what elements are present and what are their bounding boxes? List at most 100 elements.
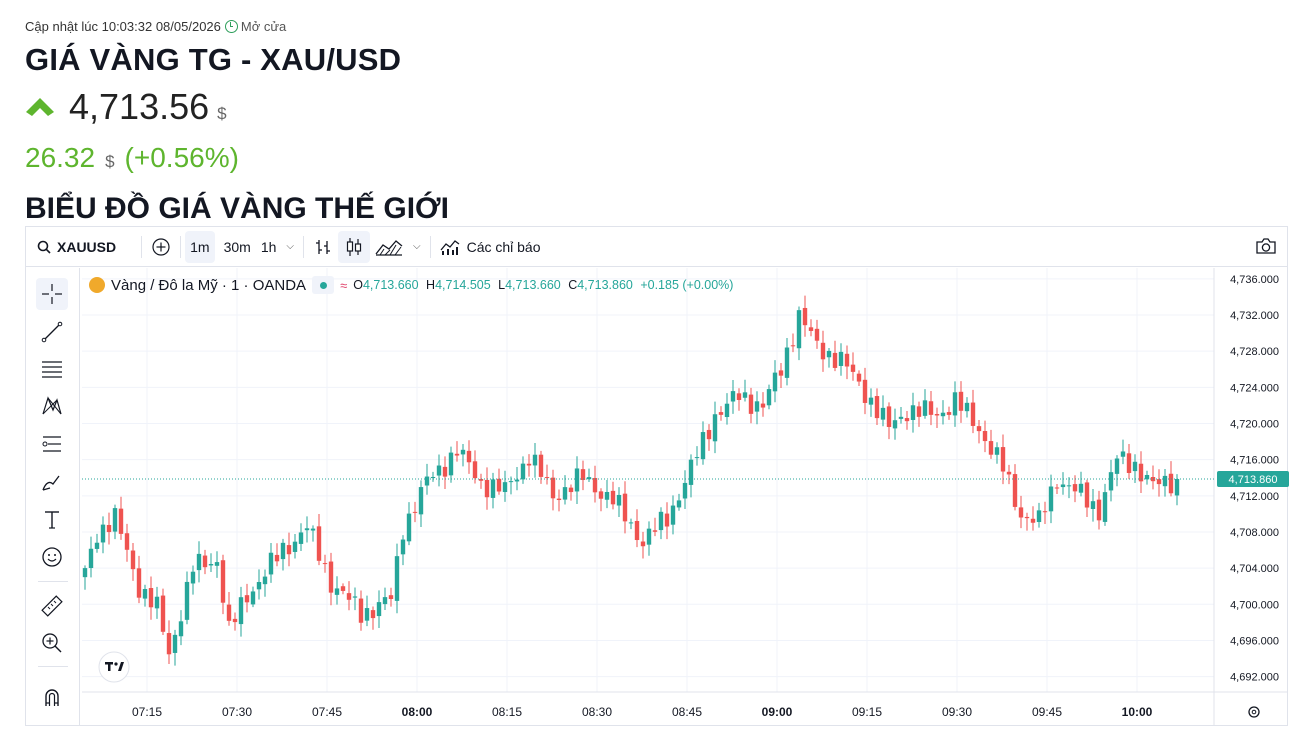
compare-button[interactable] <box>146 231 176 263</box>
candle-body <box>862 379 868 403</box>
candle-body <box>910 405 916 420</box>
current-price-tag <box>1217 471 1289 488</box>
candle-body <box>706 429 712 440</box>
area-type-button[interactable] <box>370 231 408 263</box>
candle-body <box>580 469 586 481</box>
high-label: H <box>426 278 436 292</box>
candle-body <box>946 412 952 415</box>
candle-body <box>556 498 562 501</box>
candle-body <box>214 562 220 566</box>
candle-body <box>436 465 442 476</box>
chevron-down-icon: ⌵ <box>412 241 421 252</box>
candle-body <box>364 608 370 621</box>
candle-body <box>1138 463 1144 482</box>
gear-icon-center <box>1251 709 1257 715</box>
pattern-tool[interactable] <box>36 390 68 422</box>
candle-body <box>130 550 136 570</box>
trend-line-tool[interactable] <box>36 316 68 348</box>
symbol-search[interactable]: XAUUSD <box>32 231 121 263</box>
candle-body <box>940 412 946 417</box>
candle-body <box>670 505 676 525</box>
candle-body <box>982 431 988 442</box>
low-value: 4,713.660 <box>505 278 561 292</box>
candle-body <box>538 454 544 477</box>
candle-body <box>262 576 268 585</box>
candle-body <box>1174 479 1180 496</box>
candle-body <box>358 598 364 623</box>
candle-body <box>1162 475 1168 487</box>
candle-body <box>388 595 394 600</box>
time-tick-label: 09:15 <box>852 705 882 719</box>
candle-body <box>430 476 436 479</box>
chart-heading: BIỂU ĐỒ GIÁ VÀNG THẾ GIỚI <box>25 192 449 225</box>
candle-body <box>1114 458 1120 474</box>
candle-body <box>1006 471 1012 475</box>
candle-body <box>808 327 814 331</box>
candle-body <box>1090 501 1096 509</box>
candle-body <box>790 345 796 347</box>
candles-type-button[interactable] <box>337 230 370 263</box>
crosshair-tool[interactable] <box>36 278 68 310</box>
price-change-percent: (+0.56%) <box>124 142 239 173</box>
candle-body <box>292 541 298 552</box>
symbol-label: XAUUSD <box>57 238 117 255</box>
tradingview-logo <box>98 651 130 683</box>
candle-body <box>160 595 166 632</box>
drawing-toolbar <box>26 268 80 726</box>
candle-body <box>1168 473 1174 494</box>
candle-body <box>136 568 142 598</box>
bars-type-button[interactable] <box>308 231 338 263</box>
candle-body <box>550 477 556 499</box>
timeframe-dropdown[interactable]: ⌵ <box>281 231 299 263</box>
candle-body <box>742 392 748 398</box>
candle-body <box>202 555 208 568</box>
candle-body <box>658 511 664 531</box>
smiley-icon <box>42 547 62 567</box>
candle-body <box>328 561 334 593</box>
emoji-tool[interactable] <box>36 541 68 573</box>
screenshot-button[interactable] <box>1255 236 1277 259</box>
candle-body <box>322 563 328 565</box>
candle-body <box>424 476 430 486</box>
candle-body <box>928 401 934 415</box>
brush-tool[interactable] <box>36 466 68 498</box>
candle-body <box>826 350 832 358</box>
indicators-button[interactable]: Các chỉ báo <box>435 231 546 263</box>
candle-body <box>622 493 628 522</box>
candle-body <box>964 402 970 412</box>
legend-ohlc: O4,713.660 H4,714.505 L4,713.660 C4,713.… <box>353 278 733 292</box>
candle-body <box>712 414 718 442</box>
candle-body <box>724 403 730 418</box>
text-tool[interactable] <box>36 504 68 536</box>
candle-body <box>958 391 964 411</box>
candle-body <box>196 553 202 571</box>
market-open-icon <box>312 276 335 294</box>
candle-body <box>874 396 880 419</box>
logo-mark <box>108 662 111 671</box>
magnet-tool[interactable] <box>36 682 68 714</box>
candle-body <box>532 454 538 466</box>
candle-body <box>994 447 1000 455</box>
candle-body <box>1126 453 1132 473</box>
timeframe-1m[interactable]: 1m <box>185 230 215 263</box>
camera-icon <box>1256 238 1276 254</box>
candle-body <box>766 389 772 406</box>
zoom-tool[interactable] <box>36 627 68 659</box>
candle-body <box>1000 447 1006 472</box>
candle-body <box>112 508 118 532</box>
timeframe-30m[interactable]: 30m <box>223 238 251 255</box>
chart-type-dropdown[interactable]: ⌵ <box>408 231 426 263</box>
candle-body <box>448 452 454 476</box>
fib-tool[interactable] <box>36 353 68 385</box>
candle-body <box>904 418 910 422</box>
timeframe-1h[interactable]: 1h <box>260 238 277 255</box>
candle-body <box>1018 507 1024 518</box>
candle-body <box>466 450 472 463</box>
candle-body <box>496 478 502 492</box>
candle-body <box>454 453 460 456</box>
measure-tool[interactable] <box>36 590 68 622</box>
forecast-tool[interactable] <box>36 428 68 460</box>
candle-body <box>892 420 898 429</box>
candle-body <box>1078 483 1084 493</box>
price-chart[interactable]: 4,736.000 4,732.000 4,728.000 4,724.000 4,72… <box>26 227 1289 727</box>
